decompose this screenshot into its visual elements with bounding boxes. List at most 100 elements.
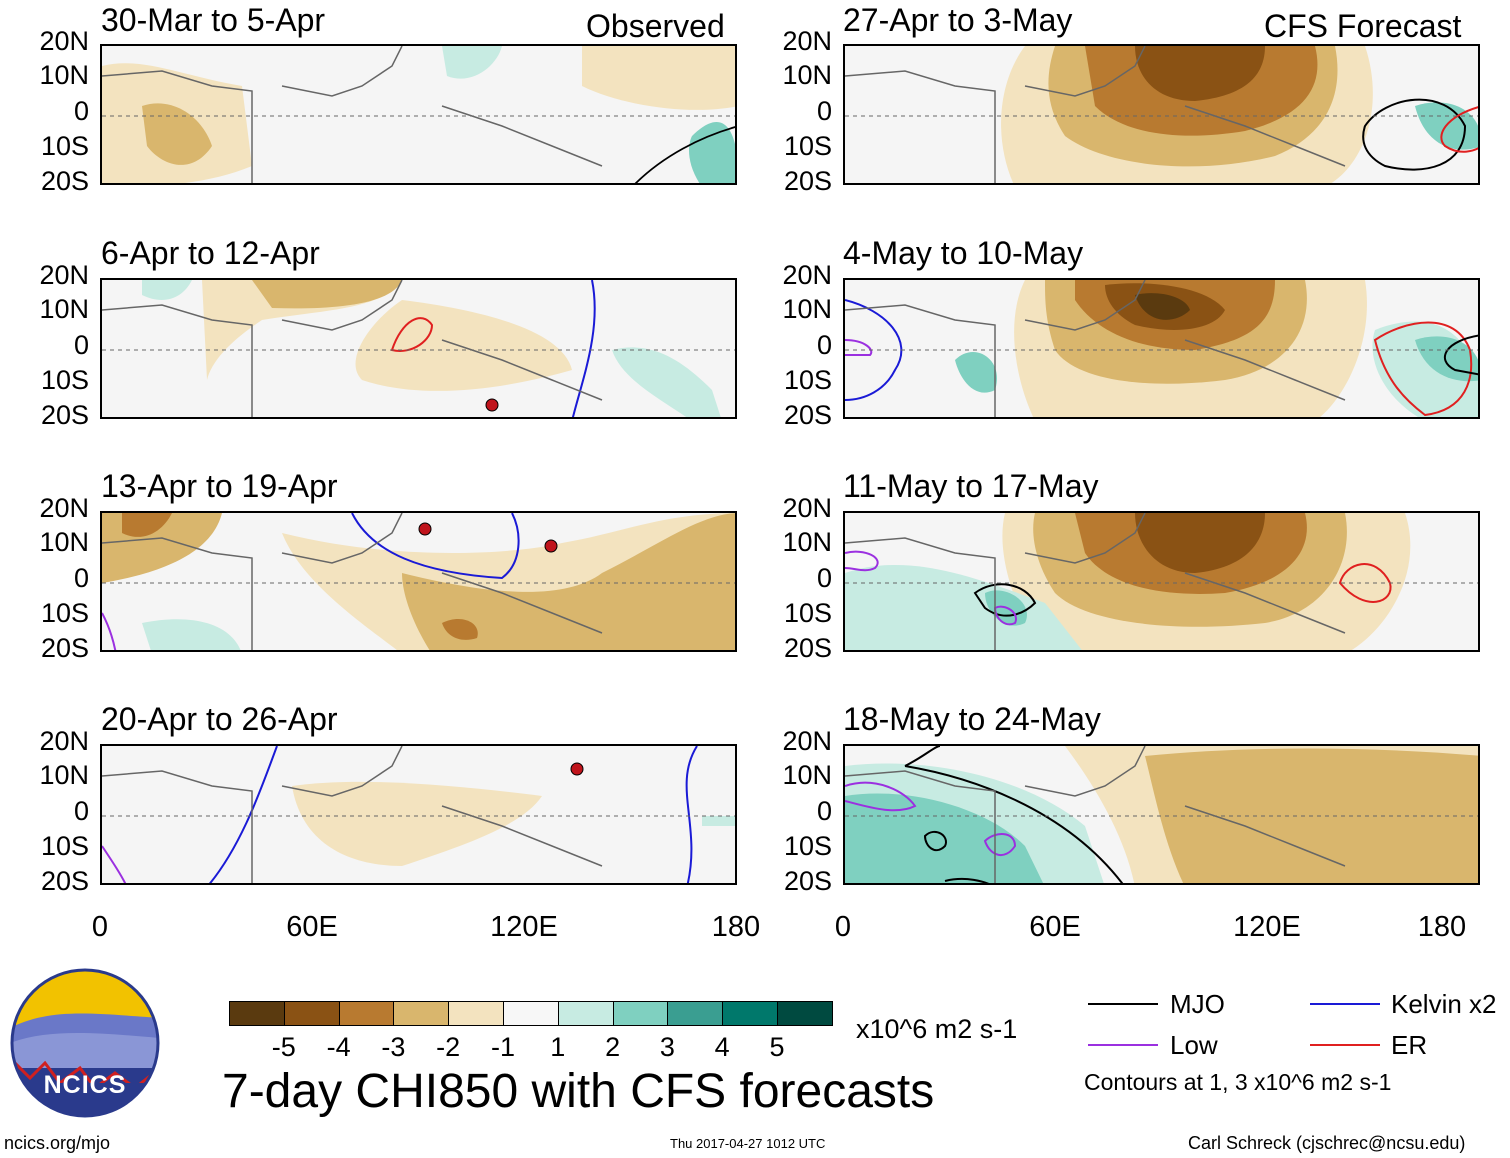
panel-title-fcst-2: 4-May to 10-May: [843, 235, 1084, 271]
colorbar-units: x10^6 m2 s-1: [856, 1014, 1018, 1044]
legend-low-line: [1088, 1044, 1158, 1046]
footer-author: Carl Schreck (cjschrec@ncsu.edu): [1188, 1133, 1466, 1153]
y-tick-right-row1-20S: 20S: [783, 166, 832, 196]
y-tick-left-row4-20S: 20S: [40, 866, 89, 896]
y-tick-left-row4-10S: 10S: [40, 831, 89, 861]
y-tick-left-row2-20N: 20N: [39, 260, 89, 290]
y-tick-left-row3-10N: 10N: [39, 527, 89, 557]
y-tick-left-row2-10N: 10N: [39, 294, 89, 324]
y-tick-right-row4-20S: 20S: [783, 866, 832, 896]
y-tick-right-row3-20N: 20N: [782, 493, 832, 523]
map-panel-obs-3: [100, 511, 737, 652]
observed-column-title: Observed: [586, 8, 725, 44]
x-tick-left-180: 180: [711, 911, 761, 943]
main-title: 7-day CHI850 with CFS forecasts: [222, 1065, 935, 1118]
colorbar-swatch-10: [777, 1001, 833, 1026]
y-tick-left-row3-20S: 20S: [40, 633, 89, 663]
panel-title-fcst-1: 27-Apr to 3-May: [843, 2, 1073, 38]
colorbar-label-1: -4: [326, 1032, 351, 1062]
y-tick-right-row2-20N: 20N: [782, 260, 832, 290]
y-tick-right-row2-10N: 10N: [782, 294, 832, 324]
map-panel-obs-1: [100, 44, 737, 185]
panel-title-fcst-3: 11-May to 17-May: [843, 468, 1099, 504]
colorbar-swatch-2: [338, 1001, 395, 1026]
y-tick-right-row3-10S: 10S: [783, 598, 832, 628]
y-tick-left-row2-0: 0: [73, 330, 89, 360]
y-tick-left-row2-10S: 10S: [40, 365, 89, 395]
y-tick-right-row4-10S: 10S: [783, 831, 832, 861]
colorbar-label-0: -5: [271, 1032, 296, 1062]
x-tick-right-60e: 60E: [1029, 911, 1081, 943]
y-tick-right-row1-20N: 20N: [782, 26, 832, 56]
y-tick-right-row4-20N: 20N: [782, 726, 832, 756]
panel-title-obs-4: 20-Apr to 26-Apr: [101, 701, 338, 737]
colorbar-swatch-6: [557, 1001, 614, 1026]
map-panel-fcst-2: [843, 278, 1480, 419]
colorbar-swatch-8: [667, 1001, 724, 1026]
logo-text: NCICS: [43, 1071, 127, 1099]
panel-title-obs-3: 13-Apr to 19-Apr: [101, 468, 338, 504]
y-tick-left-row1-0: 0: [73, 96, 89, 126]
legend-kelvin-label: Kelvin x2: [1391, 989, 1497, 1019]
colorbar-label-2: -3: [381, 1032, 406, 1062]
x-tick-right-120e: 120E: [1233, 911, 1301, 943]
panel-title-obs-2: 6-Apr to 12-Apr: [101, 235, 320, 271]
colorbar-swatch-3: [393, 1001, 450, 1026]
ncics-logo: NCICS: [10, 968, 160, 1118]
y-tick-left-row2-20S: 20S: [40, 400, 89, 430]
y-tick-right-row2-0: 0: [816, 330, 832, 360]
map-panel-obs-4: [100, 744, 737, 885]
y-tick-left-row4-20N: 20N: [39, 726, 89, 756]
y-tick-right-row2-10S: 10S: [783, 365, 832, 395]
x-tick-left-60e: 60E: [286, 911, 338, 943]
colorbar-label-8: 4: [714, 1032, 730, 1062]
colorbar-swatch-5: [503, 1001, 559, 1026]
legend-mjo-label: MJO: [1170, 989, 1225, 1019]
panel-title-fcst-4: 18-May to 24-May: [843, 701, 1101, 737]
forecast-column-title: CFS Forecast: [1264, 8, 1462, 44]
y-tick-right-row1-10S: 10S: [783, 131, 832, 161]
colorbar-swatch-7: [612, 1001, 669, 1026]
y-tick-left-row3-0: 0: [73, 563, 89, 593]
footer-timestamp: Thu 2017-04-27 1012 UTC: [670, 1136, 826, 1151]
y-tick-right-row3-10N: 10N: [782, 527, 832, 557]
colorbar-swatch-9: [722, 1001, 778, 1026]
colorbar-label-4: -1: [490, 1032, 515, 1062]
x-tick-right-180: 180: [1417, 911, 1467, 943]
panel-title-obs-1: 30-Mar to 5-Apr: [101, 2, 326, 38]
map-panel-fcst-3: [843, 511, 1480, 652]
legend-er-label: ER: [1391, 1030, 1428, 1060]
legend-mjo-line: [1088, 1003, 1158, 1005]
y-tick-left-row4-0: 0: [73, 796, 89, 826]
footer-url: ncics.org/mjo: [4, 1133, 111, 1153]
legend-low-label: Low: [1170, 1030, 1218, 1060]
map-panel-obs-2: [100, 278, 737, 419]
legend-kelvin-line: [1310, 1003, 1380, 1005]
colorbar-swatch-1: [283, 1001, 340, 1026]
map-panel-fcst-4: [843, 744, 1480, 885]
legend-er-line: [1310, 1044, 1380, 1046]
y-tick-right-row3-0: 0: [816, 563, 832, 593]
colorbar-label-7: 3: [659, 1032, 675, 1062]
y-tick-right-row1-0: 0: [816, 96, 832, 126]
y-tick-left-row1-20N: 20N: [39, 26, 89, 56]
y-tick-left-row3-20N: 20N: [39, 493, 89, 523]
colorbar-label-3: -2: [436, 1032, 461, 1062]
y-tick-left-row4-10N: 10N: [39, 760, 89, 790]
x-tick-left-120e: 120E: [490, 911, 558, 943]
y-tick-left-row1-20S: 20S: [40, 166, 89, 196]
y-tick-left-row3-10S: 10S: [40, 598, 89, 628]
colorbar-swatch-4: [448, 1001, 504, 1026]
y-tick-right-row4-10N: 10N: [782, 760, 832, 790]
contour-note: Contours at 1, 3 x10^6 m2 s-1: [1084, 1069, 1392, 1095]
ncics-logo-icon: [10, 968, 160, 1118]
x-tick-left-0: 0: [91, 911, 109, 943]
x-tick-right-0: 0: [834, 911, 852, 943]
y-tick-right-row2-20S: 20S: [783, 400, 832, 430]
colorbar-label-9: 5: [769, 1032, 785, 1062]
y-tick-right-row1-10N: 10N: [782, 60, 832, 90]
colorbar-swatch-0: [229, 1001, 285, 1026]
y-tick-left-row1-10N: 10N: [39, 60, 89, 90]
y-tick-right-row3-20S: 20S: [783, 633, 832, 663]
y-tick-right-row4-0: 0: [816, 796, 832, 826]
